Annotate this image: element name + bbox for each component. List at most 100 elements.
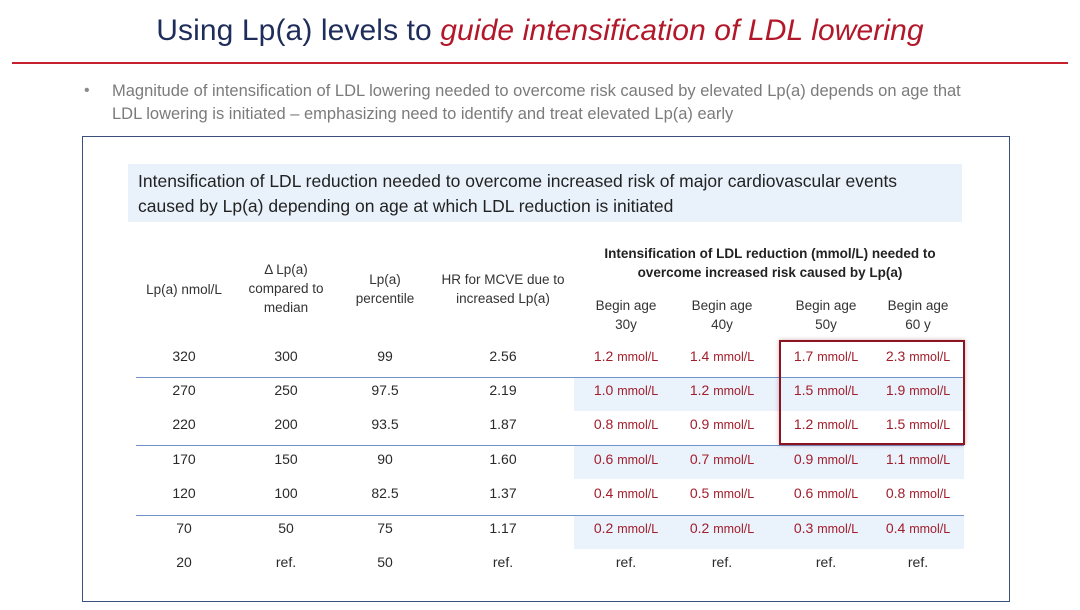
cell-age-value: 1.9 mmol/L [870, 373, 966, 407]
cell-number: 1.9 [885, 382, 906, 398]
cell-number: 0.2 [593, 520, 614, 536]
cell-unit: mmol/L [817, 350, 859, 364]
cell-unit: mmol/L [817, 384, 859, 398]
cell-number: 1.5 [885, 416, 906, 432]
cell-unit: mmol/L [617, 418, 659, 432]
cell-age-value: 0.3 mmol/L [778, 511, 874, 545]
cell-lpa: 70 [176, 520, 192, 536]
cell-hr: 1.87 [489, 416, 517, 432]
cell-number: 1.4 [689, 348, 710, 364]
cell-unit: mmol/L [713, 350, 755, 364]
header-lpa: Lp(a) nmol/L [146, 282, 222, 297]
cell-delta: 150 [274, 451, 298, 467]
cell-unit: mmol/L [617, 350, 659, 364]
cell-unit: mmol/L [617, 453, 659, 467]
cell-pct: 50 [377, 554, 393, 570]
cell-number: 1.2 [689, 382, 710, 398]
header-percentile: Lp(a) percentile [355, 272, 415, 306]
title-divider [12, 62, 1068, 64]
cell-lpa: 320 [172, 348, 196, 364]
slide-title: Using Lp(a) levels to guide intensificat… [0, 14, 1080, 48]
header-age-30: Begin age 30y [595, 298, 657, 332]
cell-pct: 75 [377, 520, 393, 536]
cell-age-value: 0.8 mmol/L [870, 476, 966, 510]
header-hr: HR for MCVE due to increased Lp(a) [441, 272, 565, 306]
cell-age-value: ref. [615, 554, 637, 570]
cell-pct: 99 [377, 348, 393, 364]
cell-age-value: 1.2 mmol/L [674, 373, 770, 407]
cell-age-value: 1.0 mmol/L [578, 373, 674, 407]
table-frame [82, 136, 1010, 602]
highlight-box [779, 340, 965, 445]
cell-unit: mmol/L [617, 487, 659, 501]
cell-hr: 1.17 [489, 520, 517, 536]
cell-number: 0.9 [689, 416, 710, 432]
cell-number: 0.6 [593, 451, 614, 467]
cell-age-value: 1.2 mmol/L [578, 339, 674, 373]
cell-unit: mmol/L [817, 418, 859, 432]
cell-age-value: 0.4 mmol/L [578, 476, 674, 510]
row-shade [574, 515, 964, 549]
cell-pct: 82.5 [371, 485, 399, 501]
cell-unit: mmol/L [909, 453, 951, 467]
cell-delta: 200 [274, 416, 298, 432]
cell-delta: ref. [275, 554, 297, 570]
cell-number: 1.2 [793, 416, 814, 432]
cell-age-value: 0.6 mmol/L [778, 476, 874, 510]
cell-age-value: ref. [907, 554, 929, 570]
cell-age-value: 0.9 mmol/L [778, 442, 874, 476]
cell-age-value: 0.4 mmol/L [870, 511, 966, 545]
cell-unit: mmol/L [817, 487, 859, 501]
cell-age-value: 0.6 mmol/L [578, 442, 674, 476]
cell-age-value: 0.8 mmol/L [578, 407, 674, 441]
cell-hr: 1.60 [489, 451, 517, 467]
cell-delta: 50 [278, 520, 294, 536]
cell-hr: 2.19 [489, 382, 517, 398]
cell-unit: mmol/L [713, 384, 755, 398]
cell-number: 0.3 [793, 520, 814, 536]
cell-pct: 97.5 [371, 382, 399, 398]
cell-hr: 2.56 [489, 348, 517, 364]
cell-pct: 93.5 [371, 416, 399, 432]
cell-unit: mmol/L [909, 350, 951, 364]
header-age-40: Begin age 40y [691, 298, 753, 332]
cell-lpa: 20 [176, 554, 192, 570]
cell-age-value: ref. [815, 554, 837, 570]
cell-pct: 90 [377, 451, 393, 467]
cell-unit: mmol/L [817, 453, 859, 467]
header-delta: Δ Lp(a) compared to median [248, 262, 324, 315]
cell-unit: mmol/L [713, 522, 755, 536]
cell-age-value: 0.9 mmol/L [674, 407, 770, 441]
cell-number: 0.5 [689, 485, 710, 501]
header-age-60: Begin age 60 y [887, 298, 949, 332]
cell-unit: mmol/L [909, 418, 951, 432]
table-rule [136, 445, 964, 446]
cell-unit: mmol/L [617, 384, 659, 398]
cell-lpa: 120 [172, 485, 196, 501]
row-shade [574, 445, 964, 479]
cell-number: 0.6 [793, 485, 814, 501]
bullet-icon: • [84, 82, 90, 99]
bullet-text: Magnitude of intensification of LDL lowe… [112, 82, 961, 123]
cell-number: 0.4 [885, 520, 906, 536]
cell-unit: mmol/L [713, 418, 755, 432]
cell-age-value: 0.7 mmol/L [674, 442, 770, 476]
cell-unit: mmol/L [817, 522, 859, 536]
cell-age-value: 0.2 mmol/L [578, 511, 674, 545]
cell-age-value: 1.1 mmol/L [870, 442, 966, 476]
cell-number: 1.0 [593, 382, 614, 398]
cell-unit: mmol/L [713, 487, 755, 501]
table-caption: Intensification of LDL reduction needed … [128, 164, 962, 222]
cell-age-value: ref. [711, 554, 733, 570]
cell-lpa: 170 [172, 451, 196, 467]
cell-age-value: 1.7 mmol/L [778, 339, 874, 373]
cell-number: 1.7 [793, 348, 814, 364]
cell-unit: mmol/L [909, 384, 951, 398]
cell-lpa: 220 [172, 416, 196, 432]
cell-number: 1.1 [885, 451, 906, 467]
cell-number: 1.2 [593, 348, 614, 364]
cell-unit: mmol/L [713, 453, 755, 467]
cell-age-value: 0.2 mmol/L [674, 511, 770, 545]
header-intensification: Intensification of LDL reduction (mmol/L… [604, 246, 936, 280]
cell-hr: 1.37 [489, 485, 517, 501]
